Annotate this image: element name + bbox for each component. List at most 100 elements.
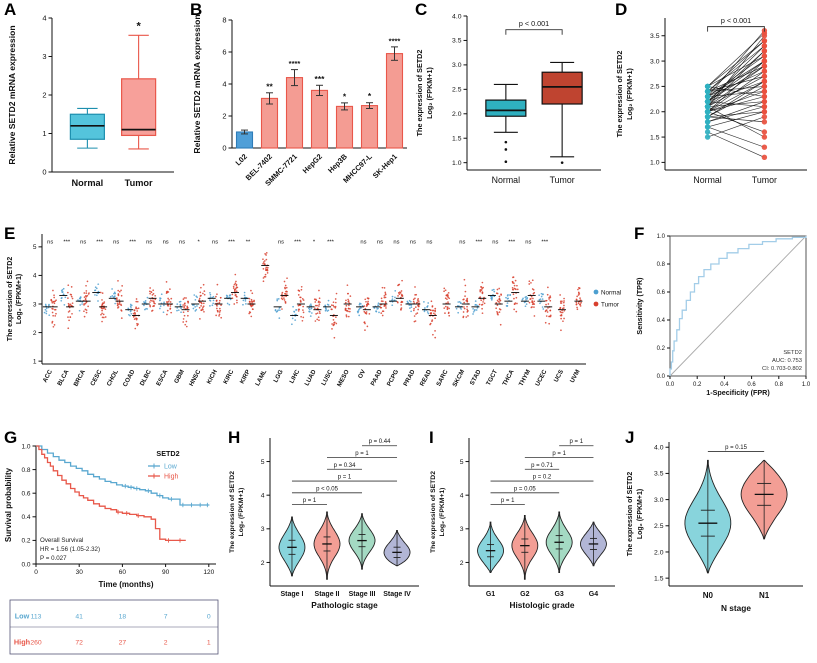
svg-text:The expression of SETD2: The expression of SETD2 — [430, 471, 437, 553]
svg-text:*: * — [136, 20, 141, 32]
svg-text:1: 1 — [42, 129, 46, 138]
svg-text:2.0: 2.0 — [452, 111, 462, 118]
svg-text:GBM: GBM — [173, 369, 186, 385]
svg-text:0.6: 0.6 — [747, 382, 756, 388]
svg-text:1-Specificity (FPR): 1-Specificity (FPR) — [706, 388, 770, 397]
svg-text:8: 8 — [222, 15, 226, 24]
svg-text:**: ** — [266, 81, 273, 91]
panel-D: D 1.0 1.5 2.0 2.5 3.0 3.5 The expression of SE… — [613, 0, 815, 224]
svg-text:Normal: Normal — [693, 175, 721, 185]
svg-text:KICH: KICH — [206, 368, 220, 385]
svg-text:ns: ns — [492, 239, 498, 245]
svg-text:SK-Hep1: SK-Hep1 — [371, 152, 399, 180]
svg-text:0: 0 — [34, 569, 38, 576]
svg-text:0: 0 — [207, 614, 211, 621]
svg-text:1.0: 1.0 — [657, 234, 666, 240]
svg-text:N0: N0 — [703, 591, 714, 600]
svg-text:ns: ns — [393, 239, 399, 245]
svg-text:0.2: 0.2 — [657, 346, 666, 352]
svg-text:****: **** — [389, 36, 401, 45]
svg-text:ns: ns — [459, 239, 465, 245]
svg-text:Pathologic stage: Pathologic stage — [311, 600, 378, 610]
svg-text:0.8: 0.8 — [657, 262, 666, 268]
svg-text:0.8: 0.8 — [21, 467, 30, 474]
svg-text:0.0: 0.0 — [21, 561, 30, 568]
svg-text:THYM: THYM — [518, 369, 532, 388]
svg-text:p = 0.15: p = 0.15 — [725, 445, 748, 451]
svg-text:p = 0.71: p = 0.71 — [531, 463, 554, 469]
svg-text:LIHC: LIHC — [288, 368, 301, 385]
svg-text:18: 18 — [119, 614, 127, 621]
svg-text:*: * — [313, 239, 316, 245]
svg-text:Log₂ (FPKM+1): Log₂ (FPKM+1) — [625, 68, 634, 120]
svg-text:***: *** — [294, 239, 302, 245]
svg-text:Overall Survival: Overall Survival — [40, 537, 83, 544]
svg-text:ns: ns — [360, 239, 366, 245]
svg-text:Low: Low — [15, 612, 30, 621]
svg-text:0.8: 0.8 — [775, 382, 784, 388]
svg-text:COAD: COAD — [122, 368, 137, 388]
panel-label-A: A — [4, 0, 17, 19]
svg-text:Time (months): Time (months) — [99, 580, 154, 589]
svg-text:LGG: LGG — [272, 368, 285, 383]
svg-text:PAAD: PAAD — [370, 368, 384, 387]
svg-text:120: 120 — [203, 569, 214, 576]
svg-text:BLCA: BLCA — [56, 368, 70, 387]
svg-text:2: 2 — [261, 560, 265, 567]
svg-text:0.0: 0.0 — [666, 382, 675, 388]
svg-text:2: 2 — [42, 90, 46, 99]
svg-text:7: 7 — [164, 614, 168, 621]
svg-text:*: * — [197, 239, 200, 245]
svg-text:**: ** — [246, 239, 251, 245]
svg-text:5: 5 — [460, 459, 464, 466]
svg-text:Normal: Normal — [72, 178, 104, 188]
svg-text:1: 1 — [207, 640, 211, 647]
svg-text:30: 30 — [76, 569, 84, 576]
svg-text:4: 4 — [460, 492, 464, 499]
svg-text:G1: G1 — [486, 591, 495, 598]
svg-text:ns: ns — [212, 239, 218, 245]
svg-text:0.4: 0.4 — [21, 514, 30, 521]
svg-text:1.5: 1.5 — [654, 575, 664, 582]
svg-text:90: 90 — [162, 569, 170, 576]
svg-text:***: *** — [541, 239, 549, 245]
svg-text:Low: Low — [164, 463, 178, 470]
svg-text:STAD: STAD — [469, 368, 483, 386]
svg-text:0.6: 0.6 — [21, 491, 30, 498]
svg-text:PCPG: PCPG — [386, 368, 401, 387]
svg-text:p = 0.05: p = 0.05 — [514, 486, 537, 492]
svg-text:HNSC: HNSC — [188, 368, 203, 387]
svg-text:0.6: 0.6 — [657, 290, 666, 296]
svg-text:Log₂ (FPKM+1): Log₂ (FPKM+1) — [637, 489, 644, 539]
svg-text:72: 72 — [75, 640, 83, 647]
svg-text:p < 0.001: p < 0.001 — [721, 16, 751, 25]
svg-text:ns: ns — [410, 239, 416, 245]
chart-D: 1.0 1.5 2.0 2.5 3.0 3.5 The expression of SETD… — [615, 16, 807, 185]
svg-text:2.5: 2.5 — [654, 523, 664, 530]
svg-text:LUAD: LUAD — [304, 368, 318, 387]
svg-text:Stage II: Stage II — [315, 591, 340, 598]
svg-text:3.0: 3.0 — [654, 497, 664, 504]
svg-text:1.5: 1.5 — [452, 136, 462, 143]
svg-text:2.5: 2.5 — [650, 84, 660, 91]
svg-text:SARC: SARC — [435, 368, 450, 387]
svg-text:Normal: Normal — [601, 290, 621, 297]
svg-text:1.5: 1.5 — [650, 134, 660, 141]
svg-text:*: * — [368, 91, 372, 101]
svg-text:***: *** — [96, 239, 104, 245]
svg-text:113: 113 — [31, 614, 42, 621]
svg-text:1.0: 1.0 — [802, 382, 811, 388]
chart-I: 2 3 4 5 The expression of SETD2 Log₂ (FPKM+1)… — [430, 438, 615, 610]
svg-text:1.0: 1.0 — [452, 160, 462, 167]
svg-text:PRAD: PRAD — [402, 368, 417, 387]
chart-A: 0 1 2 3 4 Relative SETD2 mRNA expression Norma… — [7, 13, 174, 188]
svg-text:p = 1: p = 1 — [338, 475, 352, 481]
svg-text:CESC: CESC — [89, 368, 104, 387]
svg-text:260: 260 — [30, 640, 42, 647]
svg-text:2.0: 2.0 — [650, 109, 660, 116]
svg-text:3.5: 3.5 — [452, 38, 462, 45]
svg-text:Hep3B: Hep3B — [326, 152, 349, 175]
svg-text:UCS: UCS — [553, 369, 565, 384]
svg-text:4: 4 — [261, 492, 265, 499]
